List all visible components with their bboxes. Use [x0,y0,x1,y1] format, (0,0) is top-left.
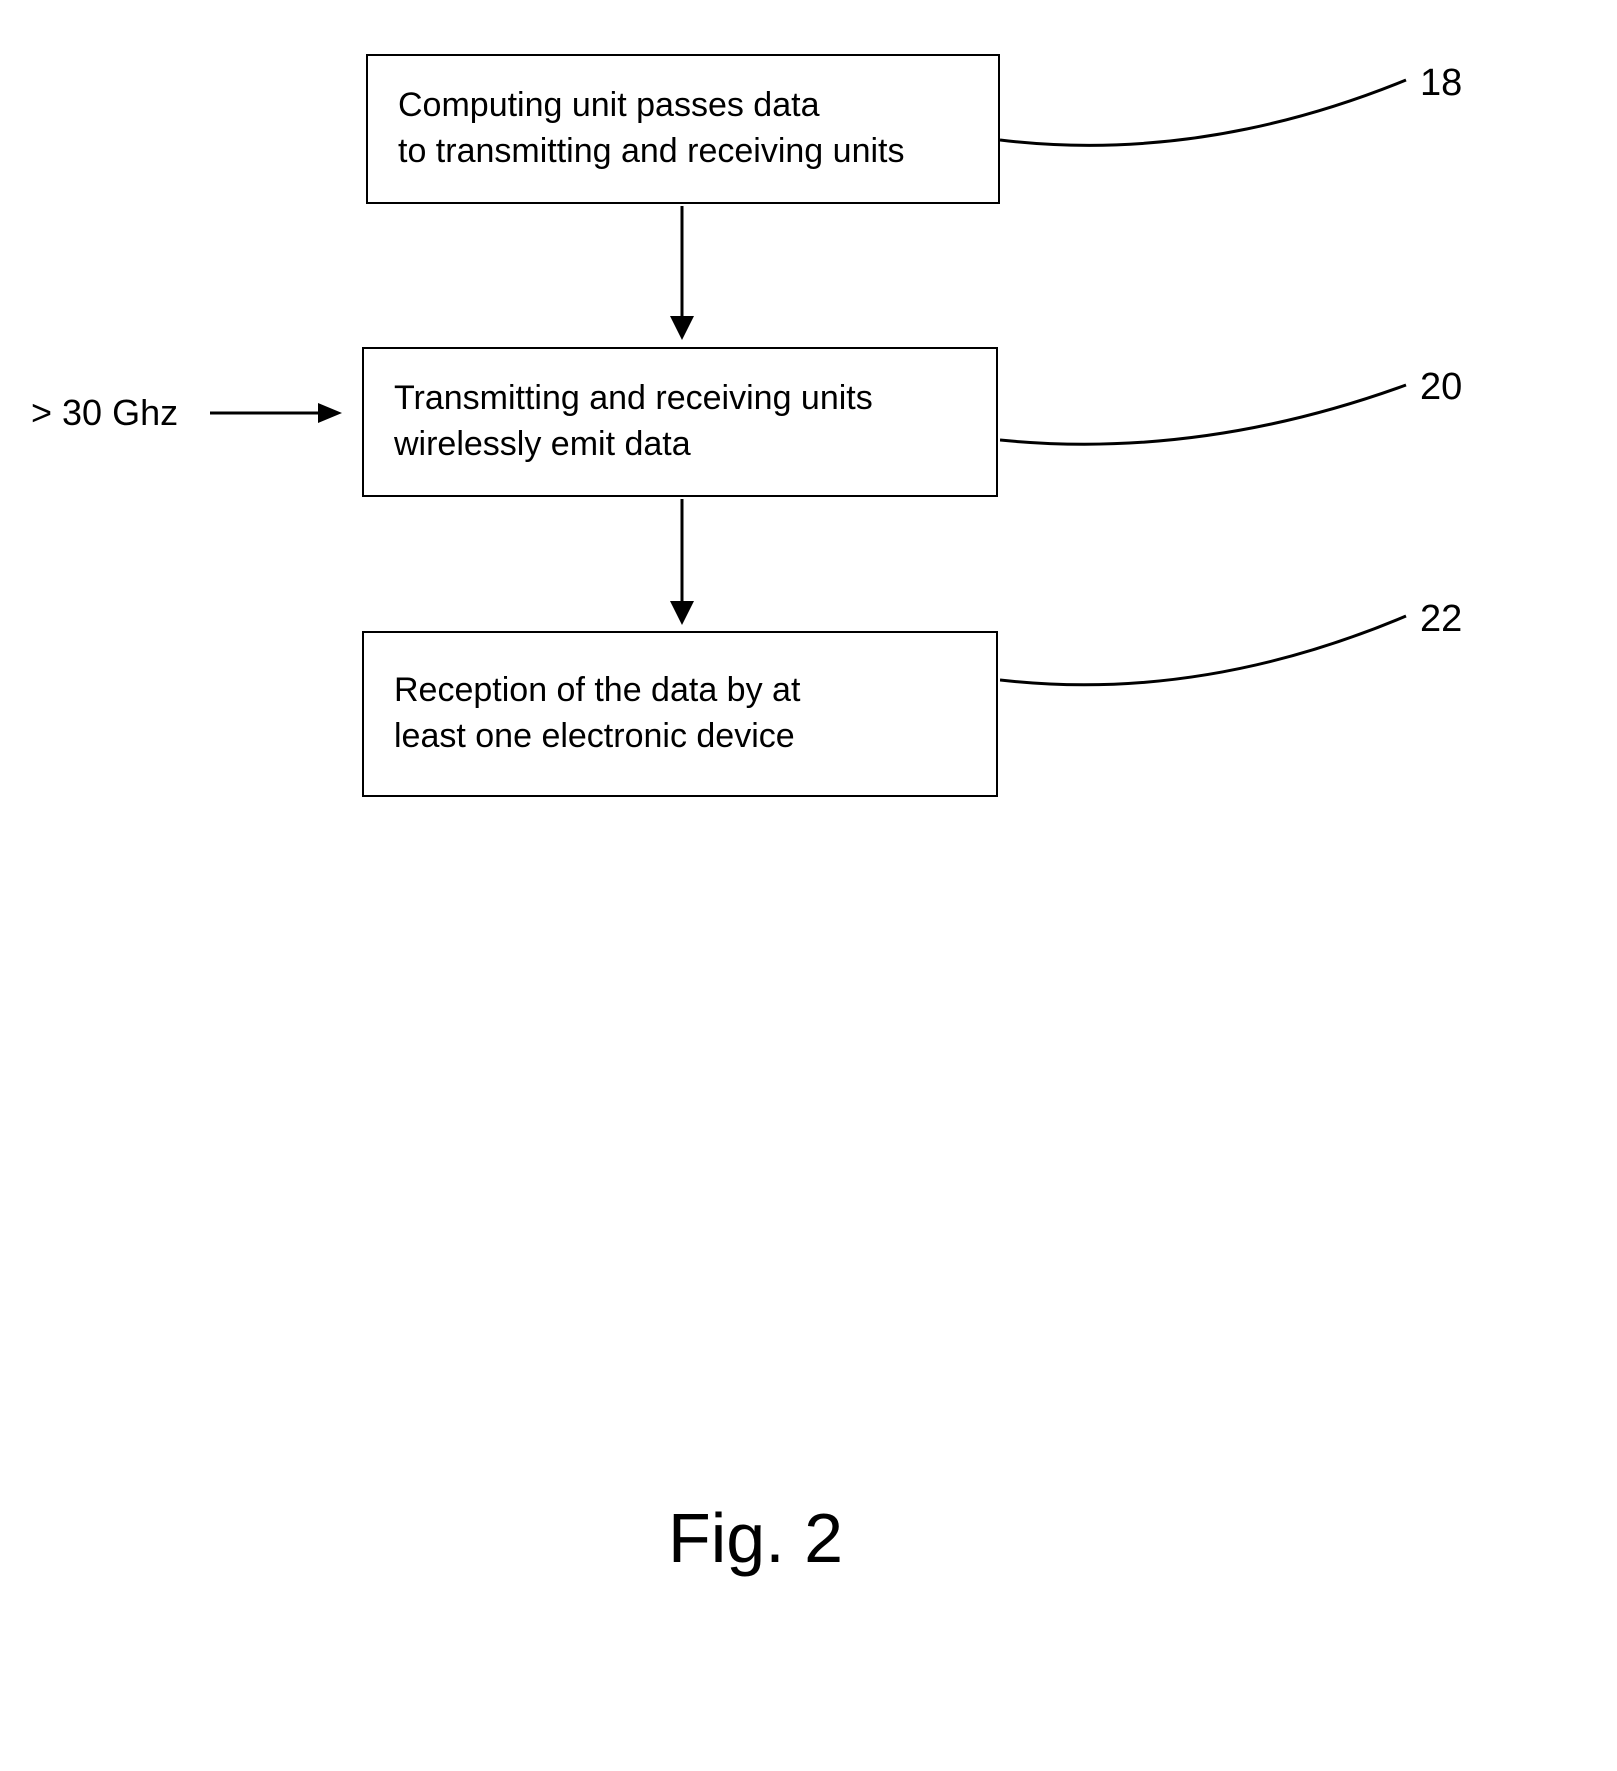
flow-box-3: Reception of the data by at least one el… [362,631,998,797]
callout-curve-2 [1000,360,1420,480]
flowchart-container: Computing unit passes data to transmitti… [0,0,1617,1771]
ref-label-18: 18 [1420,62,1462,105]
arrow-2-to-3 [664,499,700,631]
box3-line2: least one electronic device [394,717,795,755]
flow-box-1: Computing unit passes data to transmitti… [366,54,1000,204]
box1-line1: Computing unit passes data [398,86,819,124]
ref-label-20: 20 [1420,366,1462,409]
flow-box-2-text: Transmitting and receiving units wireles… [394,376,873,468]
callout-curve-3 [1000,595,1420,715]
box2-line2: wirelessly emit data [394,425,691,463]
box1-line2: to transmitting and receiving units [398,132,904,170]
arrow-1-to-2 [664,206,700,346]
flow-box-3-text: Reception of the data by at least one el… [394,668,800,760]
box3-line1: Reception of the data by at [394,671,800,709]
box2-line1: Transmitting and receiving units [394,379,873,417]
frequency-arrow [210,395,350,431]
flow-box-1-text: Computing unit passes data to transmitti… [398,83,904,175]
ref-label-22: 22 [1420,598,1462,641]
callout-curve-1 [1000,54,1420,174]
figure-caption: Fig. 2 [668,1498,843,1578]
flow-box-2: Transmitting and receiving units wireles… [362,347,998,497]
frequency-annotation: > 30 Ghz [31,392,178,434]
